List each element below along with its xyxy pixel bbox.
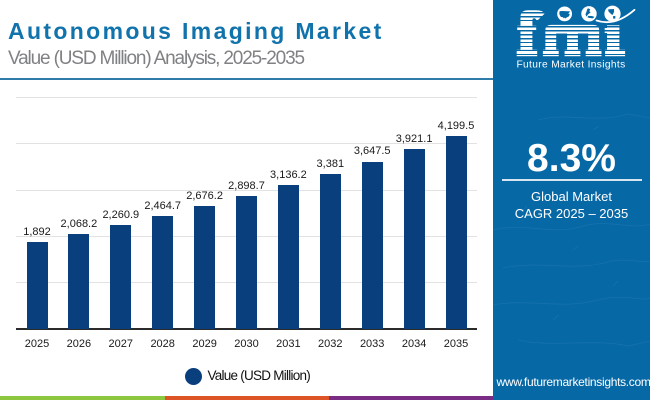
svg-text:Future Market Insights: Future Market Insights <box>516 60 625 71</box>
